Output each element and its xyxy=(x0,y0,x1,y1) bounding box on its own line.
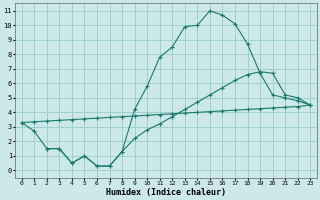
X-axis label: Humidex (Indice chaleur): Humidex (Indice chaleur) xyxy=(106,188,226,197)
